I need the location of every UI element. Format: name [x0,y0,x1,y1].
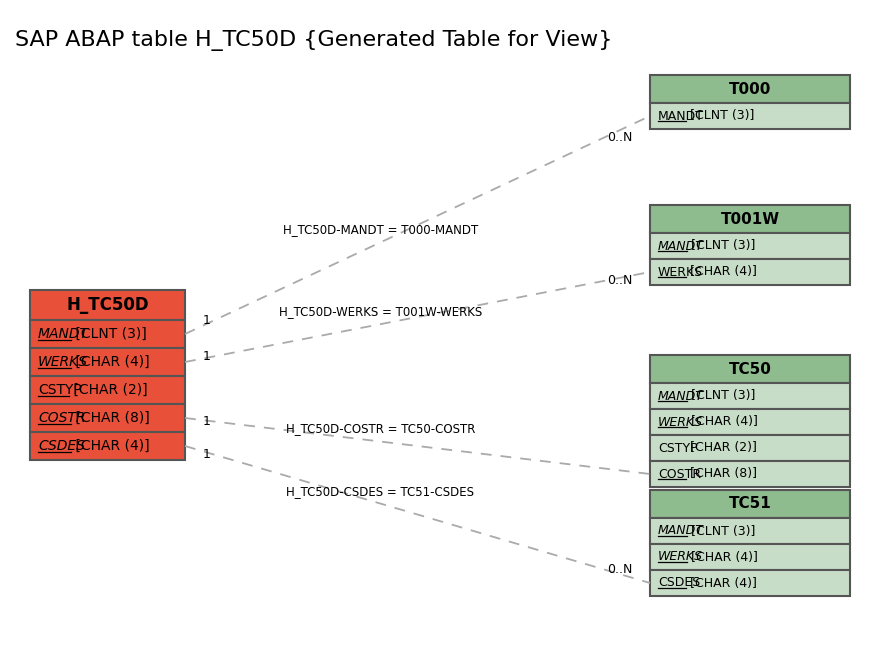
FancyBboxPatch shape [650,205,850,233]
Text: H_TC50D-CSDES = TC51-CSDES: H_TC50D-CSDES = TC51-CSDES [286,485,474,498]
FancyBboxPatch shape [650,259,850,285]
Text: [CLNT (3)]: [CLNT (3)] [687,389,756,402]
Text: [CHAR (4)]: [CHAR (4)] [70,355,150,369]
FancyBboxPatch shape [30,348,185,376]
Text: WERKS: WERKS [658,265,703,278]
FancyBboxPatch shape [30,432,185,460]
Text: MANDT: MANDT [658,524,704,537]
FancyBboxPatch shape [650,409,850,435]
Text: MANDT: MANDT [38,327,89,341]
Text: H_TC50D-WERKS = T001W-WERKS: H_TC50D-WERKS = T001W-WERKS [279,305,482,318]
Text: MANDT: MANDT [658,239,704,252]
Text: [CLNT (3)]: [CLNT (3)] [70,327,146,341]
FancyBboxPatch shape [30,404,185,432]
Text: MANDT: MANDT [658,389,704,402]
Text: H_TC50D-MANDT = T000-MANDT: H_TC50D-MANDT = T000-MANDT [282,223,478,236]
Text: 1: 1 [203,448,211,461]
FancyBboxPatch shape [650,75,850,103]
Text: [CLNT (3)]: [CLNT (3)] [687,524,756,537]
FancyBboxPatch shape [650,544,850,570]
FancyBboxPatch shape [650,518,850,544]
Text: WERKS: WERKS [38,355,88,369]
FancyBboxPatch shape [650,233,850,259]
Text: 1: 1 [203,415,211,428]
Text: [CHAR (4)]: [CHAR (4)] [686,265,757,278]
Text: MANDT: MANDT [658,110,704,123]
Text: H_TC50D: H_TC50D [66,296,149,314]
Text: H_TC50D-COSTR = TC50-COSTR: H_TC50D-COSTR = TC50-COSTR [286,422,475,435]
Text: 0..N: 0..N [606,131,632,144]
Text: CSTYP: CSTYP [38,383,82,397]
FancyBboxPatch shape [650,490,850,518]
Text: T001W: T001W [721,212,780,227]
FancyBboxPatch shape [30,376,185,404]
FancyBboxPatch shape [650,435,850,461]
Text: TC50: TC50 [729,361,772,376]
Text: [CHAR (4)]: [CHAR (4)] [70,439,150,453]
Text: 0..N: 0..N [606,275,632,288]
Text: SAP ABAP table H_TC50D {Generated Table for View}: SAP ABAP table H_TC50D {Generated Table … [15,30,612,51]
FancyBboxPatch shape [650,570,850,596]
FancyBboxPatch shape [650,355,850,383]
Text: [CHAR (4)]: [CHAR (4)] [687,415,759,428]
FancyBboxPatch shape [30,290,185,320]
Text: [CLNT (3)]: [CLNT (3)] [687,239,756,252]
Text: COSTR: COSTR [658,467,701,480]
Text: TC51: TC51 [729,496,772,511]
Text: CSTYP: CSTYP [658,441,698,454]
Text: 1: 1 [203,350,211,363]
FancyBboxPatch shape [650,383,850,409]
Text: 0..N: 0..N [606,563,632,576]
FancyBboxPatch shape [650,461,850,487]
Text: [CHAR (8)]: [CHAR (8)] [70,411,150,425]
Text: [CLNT (3)]: [CLNT (3)] [686,110,754,123]
Text: WERKS: WERKS [658,550,703,563]
Text: T000: T000 [729,82,771,97]
Text: [CHAR (2)]: [CHAR (2)] [686,441,757,454]
Text: [CHAR (8)]: [CHAR (8)] [686,467,757,480]
FancyBboxPatch shape [30,320,185,348]
Text: [CHAR (2)]: [CHAR (2)] [69,383,148,397]
Text: CSDES: CSDES [38,439,84,453]
Text: [CHAR (4)]: [CHAR (4)] [687,550,759,563]
Text: CSDES: CSDES [658,576,700,589]
Text: COSTR: COSTR [38,411,85,425]
Text: 1: 1 [203,314,211,327]
Text: [CHAR (4)]: [CHAR (4)] [686,576,757,589]
Text: WERKS: WERKS [658,415,703,428]
FancyBboxPatch shape [650,103,850,129]
